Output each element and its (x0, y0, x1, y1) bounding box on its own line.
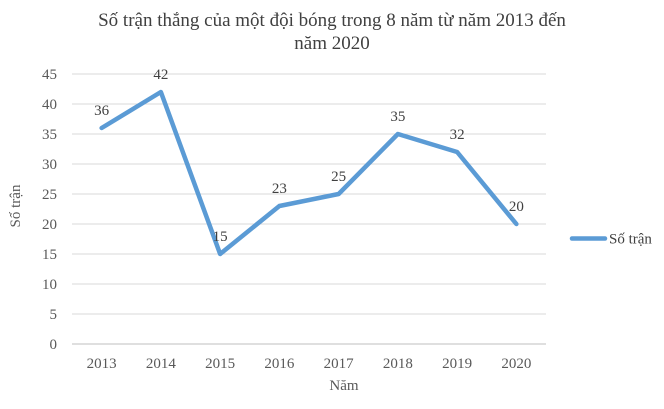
series-line (99, 89, 519, 257)
x-tick-label: 2014 (146, 356, 177, 372)
x-tick-label: 2016 (264, 356, 295, 372)
data-label: 36 (94, 103, 110, 119)
y-tick-label: 15 (42, 247, 57, 263)
data-label: 32 (450, 127, 465, 143)
legend-label: Số trận (609, 232, 652, 248)
y-tick-label: 20 (42, 217, 57, 233)
data-label: 23 (272, 181, 287, 197)
data-label: 15 (213, 229, 228, 245)
x-tick-label: 2019 (442, 356, 472, 372)
y-tick-label: 10 (42, 277, 57, 293)
y-axis-title: Số trận (8, 184, 24, 227)
y-tick-label: 45 (42, 67, 57, 83)
data-label: 42 (153, 67, 168, 83)
data-label: 25 (331, 169, 346, 185)
legend: Số trận (569, 232, 652, 248)
x-tick-label: 2018 (383, 356, 413, 372)
x-axis-title: Năm (329, 378, 358, 394)
y-tick-label: 30 (42, 157, 57, 173)
x-tick-label: 2015 (205, 356, 235, 372)
y-tick-label: 35 (42, 127, 57, 143)
data-label: 20 (509, 199, 524, 215)
chart-title: Số trận thắng của một đội bóng trong 8 n… (62, 9, 602, 55)
x-tick-label: 2020 (501, 356, 531, 372)
y-tick-label: 5 (50, 307, 58, 323)
chart-overlay: Số trận Năm Số trận (8, 184, 652, 394)
chart-title-line-2: năm 2020 (294, 33, 370, 54)
y-tick-label: 40 (42, 97, 57, 113)
chart-title-line-1: Số trận thắng của một đội bóng trong 8 n… (98, 10, 566, 31)
y-tick-label: 0 (50, 337, 58, 353)
data-label: 35 (390, 109, 405, 125)
y-tick-label: 25 (42, 187, 57, 203)
x-tick-label: 2013 (87, 356, 117, 372)
x-tick-label: 2017 (324, 356, 355, 372)
